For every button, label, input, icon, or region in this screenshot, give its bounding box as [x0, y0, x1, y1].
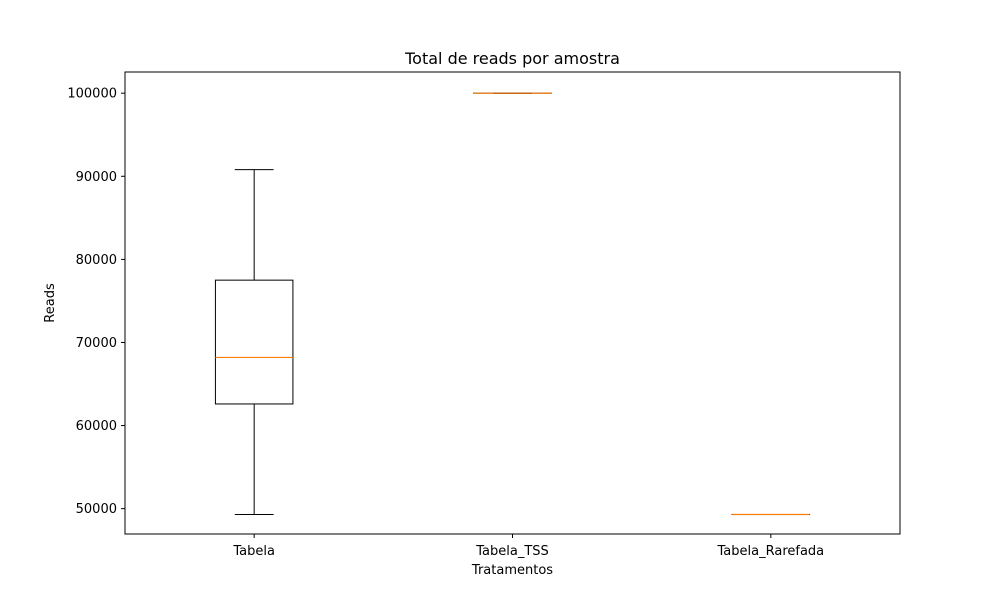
y-axis-label: Reads [43, 283, 58, 323]
x-tick-label: Tabela_TSS [475, 544, 549, 559]
y-tick-label: 80000 [76, 253, 117, 268]
y-tick-label: 50000 [76, 502, 117, 517]
x-tick-label: Tabela_Rarefada [717, 544, 825, 559]
chart-title: Total de reads por amostra [404, 49, 620, 68]
x-axis: Tabela Tabela_TSS Tabela_Rarefada [232, 534, 824, 559]
y-axis: 50000 60000 70000 80000 90000 100000 [67, 87, 125, 517]
y-tick-label: 90000 [76, 170, 117, 185]
box-tabela [214, 169, 294, 515]
y-tick-label: 100000 [67, 87, 117, 102]
x-tick-label: Tabela [232, 544, 275, 559]
y-tick-label: 70000 [76, 336, 117, 351]
x-axis-label: Tratamentos [471, 563, 553, 578]
y-tick-label: 60000 [76, 419, 117, 434]
iqr-box [214, 279, 294, 405]
plot-area-frame [124, 71, 901, 535]
box-series [214, 92, 811, 516]
